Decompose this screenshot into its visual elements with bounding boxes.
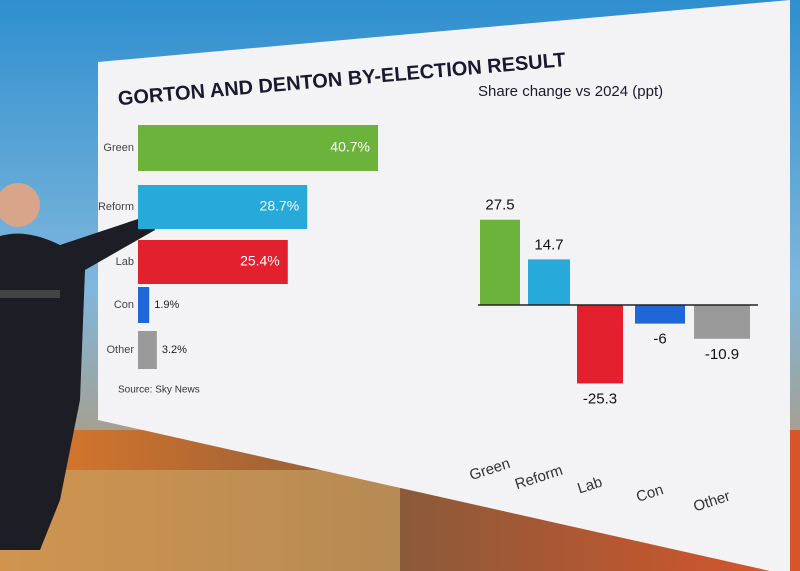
category-label: Reform [98,201,134,213]
value-label: 1.9% [154,299,179,311]
bar [528,259,570,305]
value-label: 3.2% [162,344,187,356]
bar [694,305,750,339]
value-label: 28.7% [260,198,300,214]
value-label: 14.7 [534,236,563,253]
value-label: 40.7% [330,139,370,155]
value-label: -6 [653,331,666,348]
value-label: 25.4% [240,253,280,269]
category-label: Lab [116,256,134,268]
bar [480,219,520,305]
bar [138,185,308,229]
bar [138,331,157,369]
category-label: Lab [575,474,604,498]
value-label: -10.9 [705,346,739,363]
bar [577,305,623,384]
floor-light [0,470,400,571]
tablet [0,290,60,298]
category-label: Con [114,299,134,311]
presenter [0,183,155,550]
category-label: Green [103,142,134,154]
presenter-head [0,183,40,227]
source-note: Source: Sky News [118,385,200,396]
bar [138,125,378,171]
bar [138,240,288,284]
category-label: Other [106,344,134,356]
value-label: -25.3 [583,390,617,407]
chart-title: Share change vs 2024 (ppt) [478,83,663,100]
bar [635,305,685,324]
value-label: 27.5 [485,197,514,214]
bar [138,287,150,323]
presenter-body [0,215,155,550]
